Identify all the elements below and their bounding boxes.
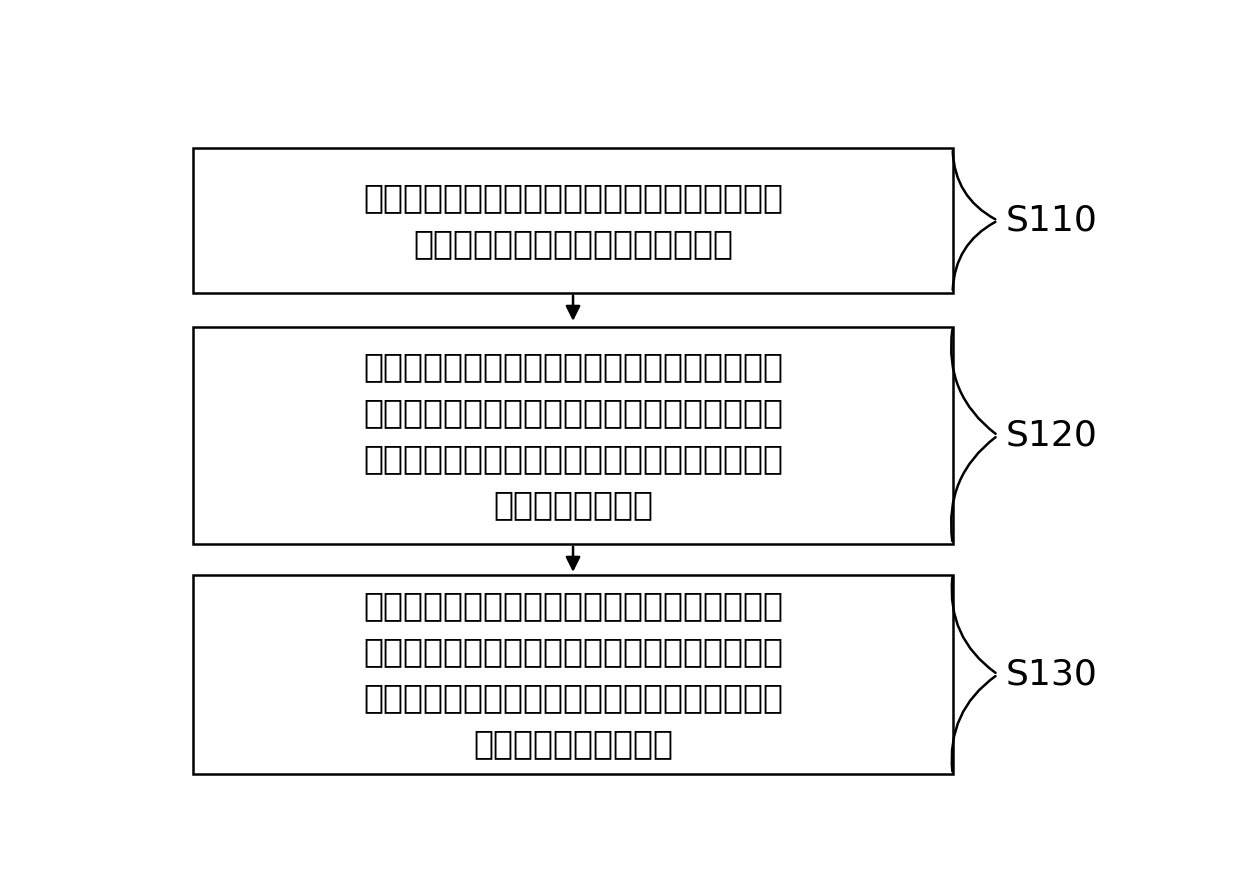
Bar	[193, 148, 952, 293]
Text: 根据实际环境温度、采集电压和预设的第二对应
关系得到湿度传感器的实际湿度，其中，预设的
第二对应关系表征实际环境温度、采集电压和实
际湿度之间的对应关系: 根据实际环境温度、采集电压和预设的第二对应 关系得到湿度传感器的实际湿度，其中，…	[363, 589, 782, 760]
Text: S110: S110	[1006, 204, 1097, 238]
Bar	[193, 327, 952, 544]
Text: S130: S130	[1006, 657, 1097, 691]
Text: 获取环境温度、制冷设备的冷藏室的温度和设置
于制冷设备的湿度传感器的采集电压: 获取环境温度、制冷设备的冷藏室的温度和设置 于制冷设备的湿度传感器的采集电压	[363, 181, 782, 260]
Text: S120: S120	[1006, 419, 1097, 453]
Text: 根据冷藏室的温度、环境温度和预设的第一对应
关系得到实际环境温度，其中，预设的第一对应
关系表征冷藏室的温度、环境温度与实际环境温
度之间的对应关系: 根据冷藏室的温度、环境温度和预设的第一对应 关系得到实际环境温度，其中，预设的第…	[363, 350, 782, 521]
Bar	[193, 575, 952, 774]
